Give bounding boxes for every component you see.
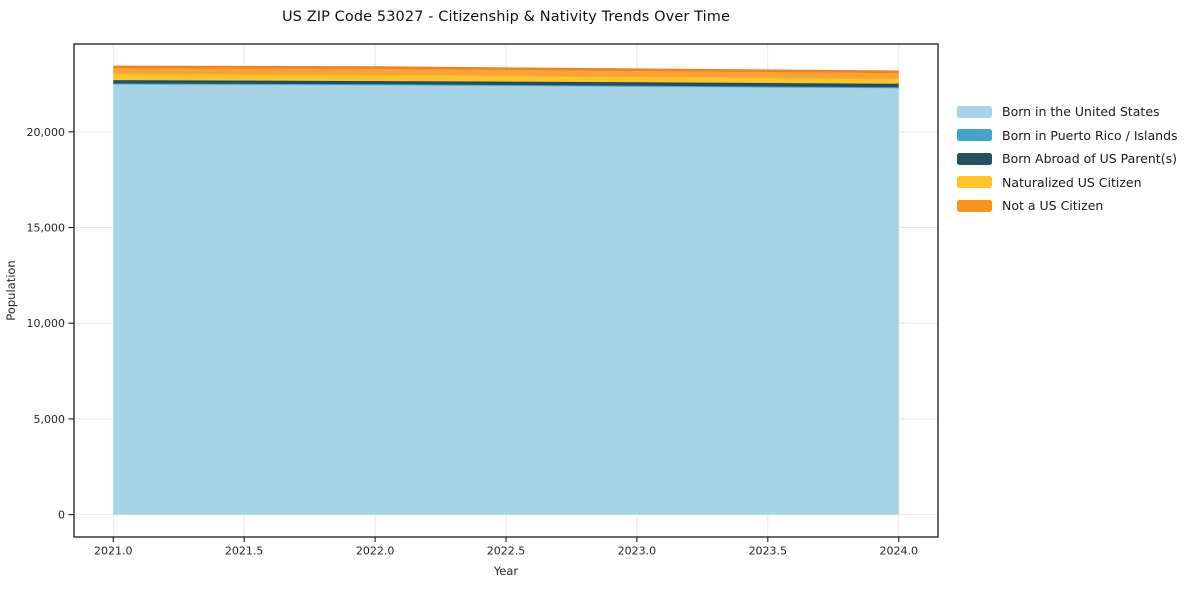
y-tick-label: 5,000 <box>34 413 66 426</box>
legend-label: Not a US Citizen <box>1002 198 1104 214</box>
x-tick-label: 2022.5 <box>487 545 526 558</box>
x-tick-label: 2023.5 <box>749 545 788 558</box>
legend-item: Naturalized US Citizen <box>957 171 1178 195</box>
legend-swatch <box>957 199 992 212</box>
x-tick-label: 2022.0 <box>356 545 395 558</box>
legend-swatch <box>957 105 992 118</box>
area-edge-4 <box>113 65 899 74</box>
x-tick-label: 2021.5 <box>225 545 264 558</box>
area-edge-1 <box>113 82 899 89</box>
area-series-0 <box>113 84 899 515</box>
x-tick-label: 2024.0 <box>879 545 918 558</box>
legend-label: Born in Puerto Rico / Islands <box>1002 127 1178 143</box>
legend-label: Born in the United States <box>1002 104 1160 120</box>
y-tick-label: 10,000 <box>27 317 66 330</box>
area-series-4 <box>113 66 899 79</box>
legend-swatch <box>957 129 992 142</box>
x-tick-label: 2023.0 <box>618 545 657 558</box>
legend-swatch <box>957 152 992 165</box>
chart-title: US ZIP Code 53027 - Citizenship & Nativi… <box>281 9 731 25</box>
legend-item: Not a US Citizen <box>957 194 1178 218</box>
legend-swatch <box>957 176 992 189</box>
y-axis-label: Population <box>4 260 18 320</box>
legend-label: Naturalized US Citizen <box>1002 174 1142 190</box>
area-edge-3 <box>113 72 899 80</box>
y-tick-label: 0 <box>58 509 65 522</box>
legend-label: Born Abroad of US Parent(s) <box>1002 151 1177 167</box>
x-axis-label: Year <box>493 564 519 578</box>
area-series-2 <box>113 80 899 88</box>
legend: Born in the United States Born in Puerto… <box>957 100 1178 218</box>
area-edge-2 <box>113 79 899 85</box>
legend-item: Born Abroad of US Parent(s) <box>957 147 1178 171</box>
y-tick-label: 20,000 <box>27 126 66 139</box>
legend-item: Born in Puerto Rico / Islands <box>957 124 1178 148</box>
y-tick-label: 15,000 <box>27 222 66 235</box>
x-tick-label: 2021.0 <box>94 545 133 558</box>
legend-item: Born in the United States <box>957 100 1178 124</box>
area-series-3 <box>113 73 899 84</box>
